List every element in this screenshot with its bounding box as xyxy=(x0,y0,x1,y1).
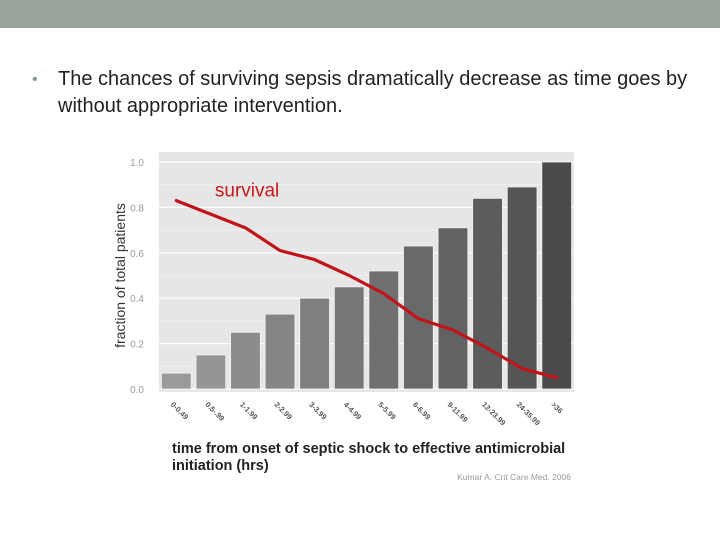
x-tick-label: 9-11.99 xyxy=(446,400,470,424)
bar xyxy=(195,354,227,390)
x-tick-label: 24-35.99 xyxy=(515,400,542,427)
survival-line-label: survival xyxy=(215,180,279,201)
bullet-point: • The chances of surviving sepsis dramat… xyxy=(32,66,692,120)
bar-chart: 0.0 0.2 0.4 0.6 0.8 1.0 survival 0-0.49 0.5-.99 1… xyxy=(112,152,574,482)
x-tick-label: 2-2.99 xyxy=(273,400,294,421)
x-tick-label: 12-23.99 xyxy=(480,400,507,427)
x-tick-label: 0.5-.99 xyxy=(203,400,226,423)
bar xyxy=(368,270,400,390)
x-tick-label: 0-0.49 xyxy=(169,400,190,421)
y-tick-label: 0.0 xyxy=(130,385,144,396)
x-tick-label: 3-3.99 xyxy=(307,400,328,421)
y-tick-label: 0.8 xyxy=(130,203,144,214)
x-tick-label: 6-6.99 xyxy=(411,400,432,421)
y-axis-label: fraction of total patients xyxy=(112,203,128,348)
citation-text: Kumar A. Crit Care Med. 2006 xyxy=(457,472,571,482)
bar xyxy=(437,227,469,390)
chart-figure: 0.0 0.2 0.4 0.6 0.8 1.0 survival 0-0.49 0.5-.99 1… xyxy=(106,148,586,488)
bar xyxy=(541,161,572,390)
plot-background xyxy=(159,152,574,392)
y-tick-label: 1.0 xyxy=(130,158,144,169)
top-accent-bar xyxy=(0,0,720,28)
x-tick-label: 1-1.99 xyxy=(238,400,259,421)
bullet-text: The chances of surviving sepsis dramatic… xyxy=(58,68,688,117)
x-axis-label: time from onset of septic shock to effec… xyxy=(172,441,565,457)
bar xyxy=(161,372,192,390)
bar xyxy=(472,197,503,390)
bullet-dot-icon: • xyxy=(32,71,38,88)
x-tick-label: 5-5.99 xyxy=(376,400,397,421)
bar xyxy=(230,331,261,390)
bar xyxy=(299,297,330,390)
bar xyxy=(333,286,365,390)
bar xyxy=(264,313,296,390)
x-tick-label: >36 xyxy=(549,400,564,415)
y-tick-label: 0.4 xyxy=(130,294,144,305)
survival-line xyxy=(174,198,559,380)
x-tick-label: 4-4.99 xyxy=(342,400,363,421)
y-tick-label: 0.2 xyxy=(130,340,144,351)
x-axis-label: initiation (hrs) xyxy=(172,458,269,474)
bar xyxy=(506,186,538,390)
y-tick-label: 0.6 xyxy=(130,249,144,260)
